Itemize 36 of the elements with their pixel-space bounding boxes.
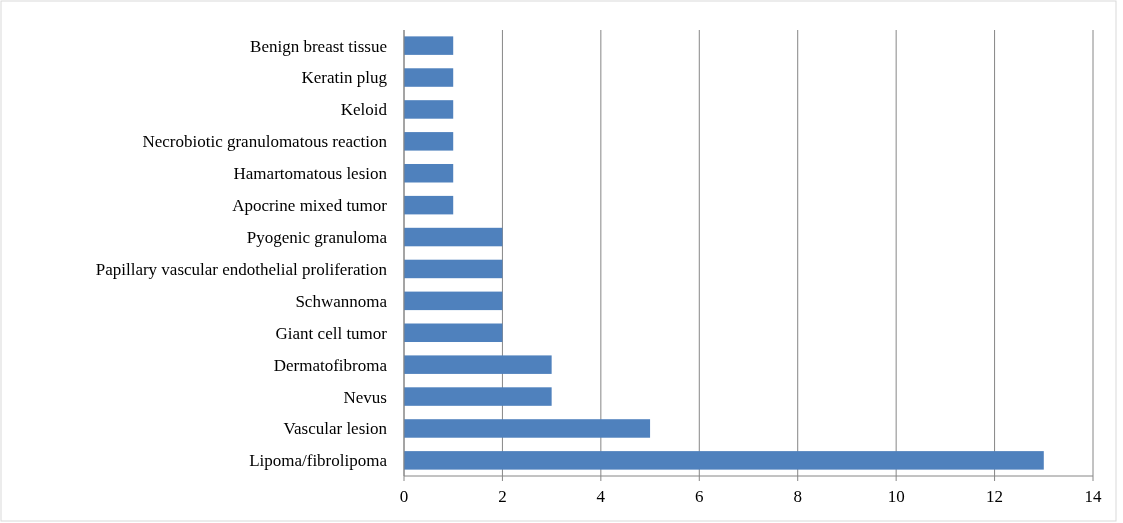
- y-tick-label: Nevus: [343, 387, 387, 407]
- y-tick-label: Hamartomatous lesion: [233, 164, 388, 184]
- bar: [404, 355, 552, 374]
- y-tick-label: Papillary vascular endothelial proliferation: [95, 259, 388, 279]
- x-tick-label: 6: [695, 487, 704, 506]
- bar: [404, 227, 503, 247]
- x-tick-label: 14: [1084, 487, 1102, 506]
- bar: [404, 451, 1044, 470]
- bar: [404, 419, 651, 438]
- x-tick-label: 4: [596, 487, 606, 506]
- y-tick-label: Keratin plug: [301, 68, 388, 88]
- bar: [404, 195, 454, 215]
- bar: [404, 387, 552, 406]
- y-tick-label: Apocrine mixed tumor: [232, 196, 388, 216]
- y-tick-label: Vascular lesion: [283, 419, 388, 439]
- y-tick-label: Giant cell tumor: [275, 323, 388, 343]
- bar: [404, 132, 454, 151]
- x-tick-label: 12: [986, 487, 1004, 506]
- y-tick-label: Pyogenic granuloma: [246, 228, 388, 247]
- x-tick-label: 10: [887, 487, 905, 506]
- x-tick-label: 8: [793, 487, 802, 506]
- y-tick-label: Dermatofibroma: [273, 355, 388, 375]
- y-tick-label: Keloid: [340, 100, 388, 120]
- bar: [404, 163, 454, 183]
- y-tick-label: Benign breast tissue: [250, 36, 387, 56]
- x-tick-label: 2: [498, 487, 507, 506]
- bar: [404, 323, 503, 343]
- bar: [404, 68, 454, 87]
- x-tick-label: 0: [399, 487, 409, 506]
- bar: [404, 291, 503, 311]
- bar: [404, 100, 454, 119]
- bar: [404, 259, 503, 279]
- bar: [404, 36, 454, 55]
- y-tick-label: Necrobiotic granulomatous reaction: [142, 132, 388, 152]
- y-tick-label: Schwannoma: [295, 291, 388, 311]
- y-tick-label: Lipoma/fibrolipoma: [249, 451, 388, 471]
